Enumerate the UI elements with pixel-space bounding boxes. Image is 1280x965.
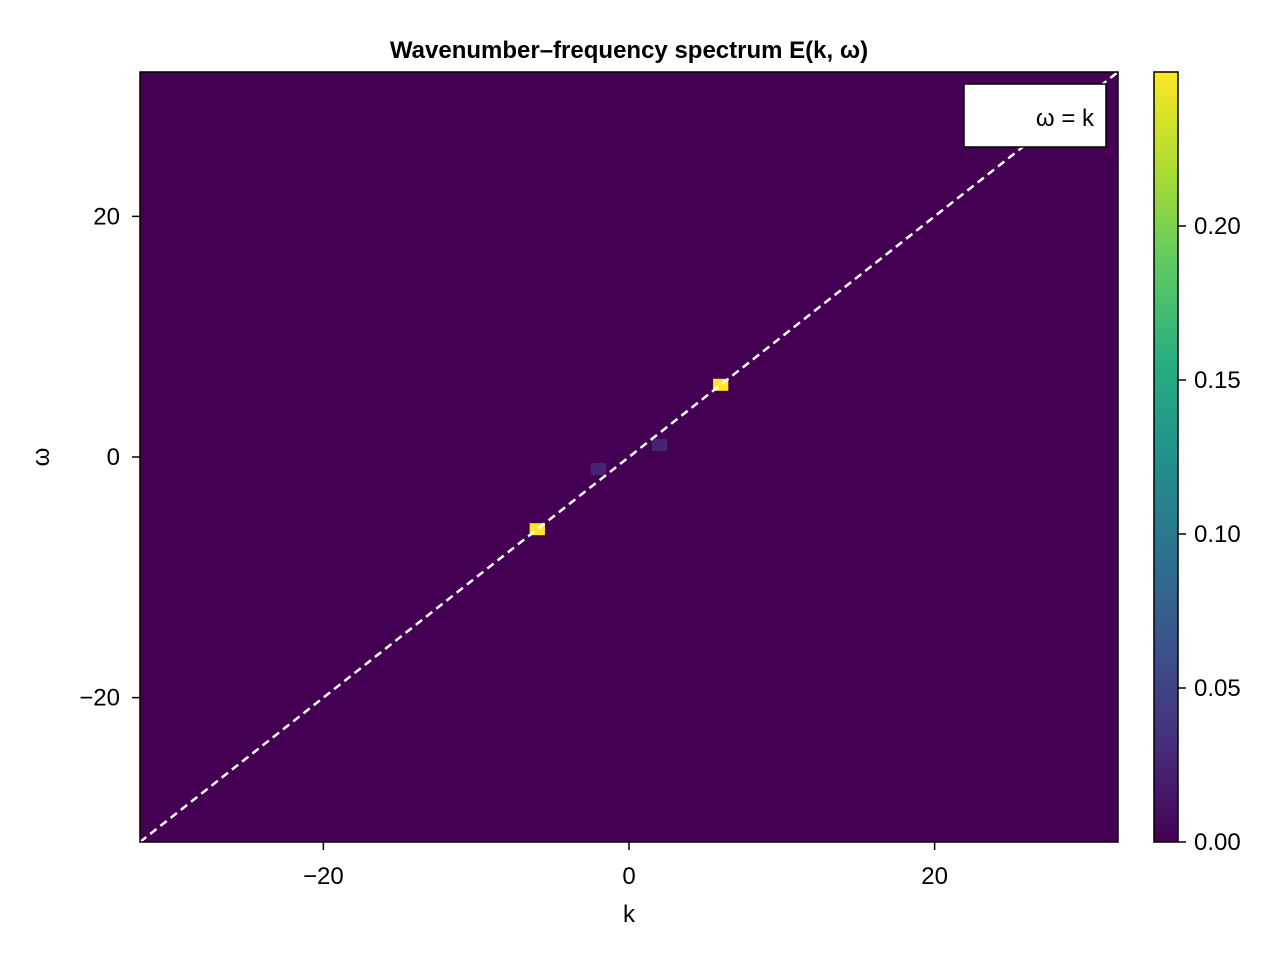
x-tick-label: −20 (303, 863, 344, 890)
legend-box (963, 83, 1107, 148)
colorbar-frame (1153, 71, 1179, 843)
chart-title: Wavenumber–frequency spectrum E(k, ω) (390, 37, 868, 64)
y-tick-label: 20 (93, 203, 120, 230)
x-tick-label: 20 (921, 863, 948, 890)
colorbar-tick-label: 0.10 (1194, 521, 1241, 548)
x-tick-label: 0 (622, 863, 635, 890)
colorbar-tick-label: 0.05 (1194, 675, 1241, 702)
y-axis-ticks: −20 0 20 (79, 203, 140, 712)
colorbar: 0.00 0.05 0.10 0.15 0.20 (1153, 71, 1241, 856)
colorbar-tick-label: 0.00 (1194, 829, 1241, 856)
y-tick-label: −20 (79, 685, 120, 712)
legend: ω = k (963, 83, 1107, 148)
colorbar-tick-label: 0.15 (1194, 367, 1241, 394)
colorbar-gradient (1154, 72, 1178, 842)
heatmap-cell (590, 463, 607, 476)
colorbar-tick-label: 0.20 (1194, 213, 1241, 240)
y-tick-label: 0 (107, 444, 120, 471)
y-axis-label: ω (28, 448, 55, 467)
heatmap-cell (651, 438, 668, 451)
colorbar-ticks: 0.00 0.05 0.10 0.15 0.20 (1178, 213, 1241, 856)
x-axis-label: k (623, 901, 636, 928)
legend-entry-label: ω = k (1036, 105, 1095, 132)
heatmap-background (140, 72, 1118, 842)
x-axis-ticks: −20 0 20 (303, 842, 948, 890)
